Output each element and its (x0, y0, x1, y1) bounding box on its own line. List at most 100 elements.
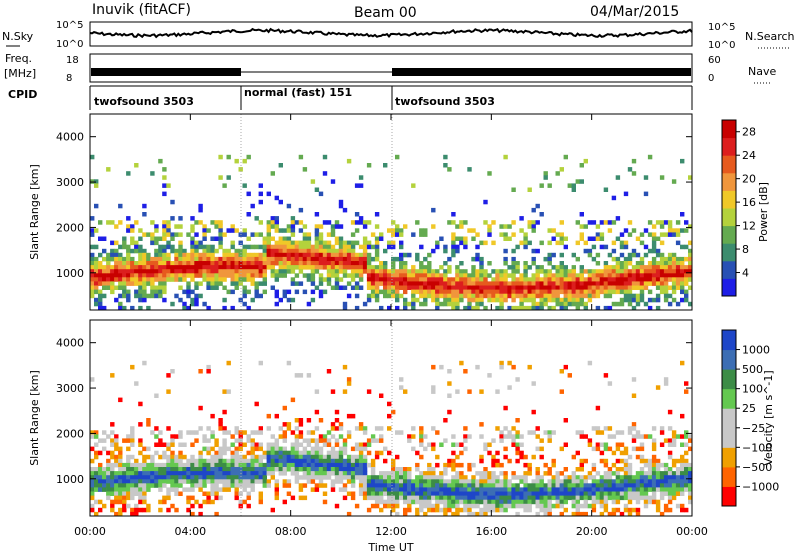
heatmap-cell (539, 289, 544, 295)
heatmap-cell (242, 269, 247, 274)
heatmap-cell (174, 269, 179, 274)
heatmap-cell (90, 377, 95, 382)
heatmap-cell (511, 495, 516, 501)
heatmap-cell (407, 285, 412, 290)
heatmap-cell (511, 487, 516, 492)
heatmap-cell (106, 252, 111, 258)
heatmap-cell (663, 232, 669, 237)
heatmap-cell (326, 261, 332, 266)
heatmap-cell (254, 458, 259, 464)
heatmap-cell (680, 158, 685, 164)
heatmap-cell (290, 265, 296, 270)
heatmap-cell (571, 281, 576, 286)
heatmap-cell (198, 503, 203, 509)
heatmap-cell (379, 471, 384, 476)
heatmap-cell (475, 483, 480, 488)
heatmap-cell (531, 248, 536, 254)
heatmap-cell (519, 305, 524, 311)
heatmap-cell (150, 458, 155, 464)
heatmap-cell (98, 301, 103, 307)
heatmap-cell (330, 265, 336, 270)
heatmap-cell (286, 265, 292, 270)
heatmap-cell (162, 252, 167, 258)
heatmap-cell (383, 471, 388, 476)
colorbar-tick-label: 16 (742, 196, 756, 209)
heatmap-cell (286, 289, 292, 295)
heatmap-cell (170, 487, 175, 492)
heatmap-cell (270, 462, 275, 468)
heatmap-cell (178, 479, 183, 484)
heatmap-cell (639, 471, 645, 476)
heatmap-cell (122, 483, 127, 488)
heatmap-cell (330, 228, 336, 233)
heatmap-cell (483, 442, 488, 447)
heatmap-cell (587, 289, 593, 295)
heatmap-cell (130, 248, 135, 254)
heatmap-cell (591, 285, 597, 290)
heatmap-cell (338, 265, 344, 270)
heatmap-cell (567, 281, 572, 286)
heatmap-cell (607, 285, 613, 290)
heatmap-cell (266, 442, 271, 447)
heatmap-cell (282, 434, 287, 439)
heatmap-cell (366, 240, 372, 246)
heatmap-cell (499, 360, 504, 366)
heatmap-cell (519, 475, 524, 480)
heatmap-cell (222, 277, 227, 282)
heatmap-cell (374, 454, 380, 460)
heatmap-cell (278, 244, 283, 250)
heatmap-cell (511, 293, 516, 299)
nsearch-label: N.Search (745, 30, 795, 43)
heatmap-cell (366, 273, 372, 278)
heatmap-cell (447, 499, 452, 505)
heatmap-cell (387, 281, 392, 286)
heatmap-cell (395, 499, 400, 505)
heatmap-cell (226, 154, 231, 160)
heatmap-cell (130, 277, 135, 282)
heatmap-cell (487, 281, 492, 286)
heatmap-cell (463, 289, 468, 295)
heatmap-cell (615, 458, 621, 464)
heatmap-cell (354, 475, 360, 480)
heatmap-cell (663, 471, 669, 476)
heatmap-cell (535, 281, 540, 286)
heatmap-cell (126, 281, 131, 286)
heatmap-cell (431, 285, 436, 290)
heatmap-cell (238, 446, 243, 452)
heatmap-cell (579, 293, 584, 299)
heatmap-cell (178, 462, 183, 468)
heatmap-cell (278, 450, 283, 456)
heatmap-cell (94, 261, 99, 266)
heatmap-cell (226, 256, 231, 262)
heatmap-cell (539, 269, 544, 274)
heatmap-cell (194, 499, 199, 505)
heatmap-cell (346, 158, 352, 164)
heatmap-cell (294, 248, 300, 254)
heatmap-cell (515, 499, 520, 505)
heatmap-cell (362, 446, 368, 452)
heatmap-cell (206, 256, 211, 262)
heatmap-cell (314, 462, 320, 468)
heatmap-cell (138, 450, 143, 456)
heatmap-cell (302, 252, 308, 258)
heatmap-cell (623, 285, 629, 290)
heatmap-cell (158, 158, 163, 164)
heatmap-cell (503, 256, 508, 262)
heatmap-cell (118, 293, 123, 299)
heatmap-cell (206, 462, 211, 468)
heatmap-cell (154, 462, 159, 468)
heatmap-cell (671, 487, 677, 492)
heatmap-cell (374, 483, 380, 488)
heatmap-cell (194, 475, 199, 480)
heatmap-cell (330, 256, 336, 262)
heatmap-cell (162, 220, 167, 225)
heatmap-cell (162, 289, 167, 295)
heatmap-cell (491, 495, 496, 501)
heatmap-cell (419, 426, 424, 431)
colorbar-swatch (722, 137, 736, 156)
heatmap-cell (330, 450, 336, 456)
heatmap-cell (635, 487, 641, 492)
heatmap-cell (202, 458, 207, 464)
heatmap-cell (374, 285, 380, 290)
heatmap-cell (154, 434, 159, 439)
